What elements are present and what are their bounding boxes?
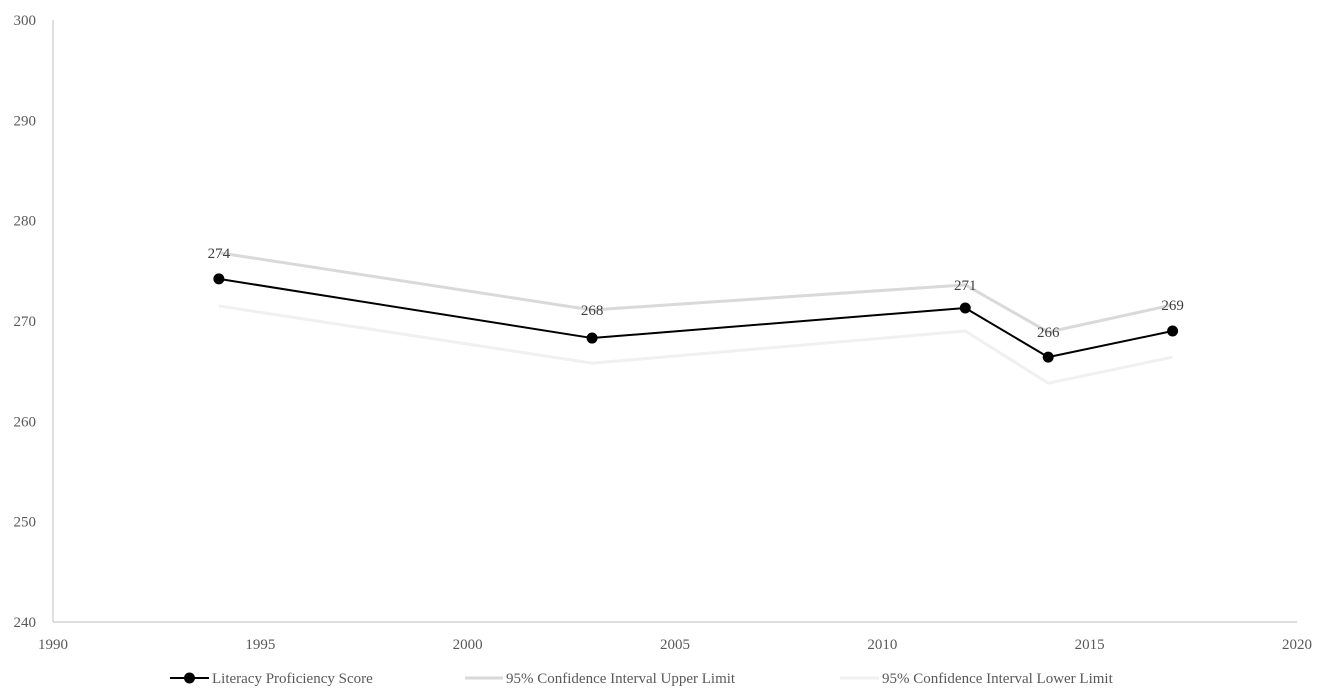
series-line (218, 251, 1173, 334)
series-line (218, 277, 1173, 359)
data-point (213, 273, 225, 285)
y-tick-label: 290 (14, 113, 37, 129)
data-labels: 274 268 271 266 269 (208, 246, 1184, 341)
data-point (586, 332, 598, 344)
x-tick-label: 2000 (453, 637, 483, 653)
axes: 240 250 260 270 280 290 300 1990 1995 2000 2005 201… (14, 13, 1313, 653)
y-tick-label: 240 (14, 615, 37, 631)
data-point (1167, 325, 1179, 337)
series-lines (218, 251, 1173, 385)
legend-label: 95% Confidence Interval Lower Limit (882, 671, 1114, 687)
x-tick-label: 2015 (1075, 637, 1105, 653)
y-tick-label: 250 (14, 515, 37, 531)
data-label: 274 (208, 246, 231, 262)
x-tick-label: 1995 (245, 637, 275, 653)
legend: Literacy Proficiency Score 95% Confidence… (170, 671, 1114, 687)
y-tick-label: 280 (14, 214, 37, 230)
x-tick-label: 1990 (38, 637, 68, 653)
data-label: 269 (1161, 298, 1184, 314)
data-label: 266 (1037, 325, 1060, 341)
y-tick-label: 260 (14, 414, 37, 430)
markers (213, 273, 1179, 363)
legend-label: 95% Confidence Interval Upper Limit (506, 671, 736, 687)
y-tick-label: 270 (14, 314, 37, 330)
legend-label: Literacy Proficiency Score (212, 671, 373, 687)
y-tick-label: 300 (14, 13, 37, 29)
data-label: 268 (581, 303, 604, 319)
x-tick-label: 2010 (867, 637, 897, 653)
data-label: 271 (954, 278, 977, 294)
series-line (218, 304, 1173, 385)
data-point (1042, 351, 1054, 363)
x-tick-label: 2020 (1282, 637, 1312, 653)
legend-swatch-marker (184, 672, 195, 684)
data-point (959, 302, 971, 314)
x-tick-label: 2005 (660, 637, 690, 653)
